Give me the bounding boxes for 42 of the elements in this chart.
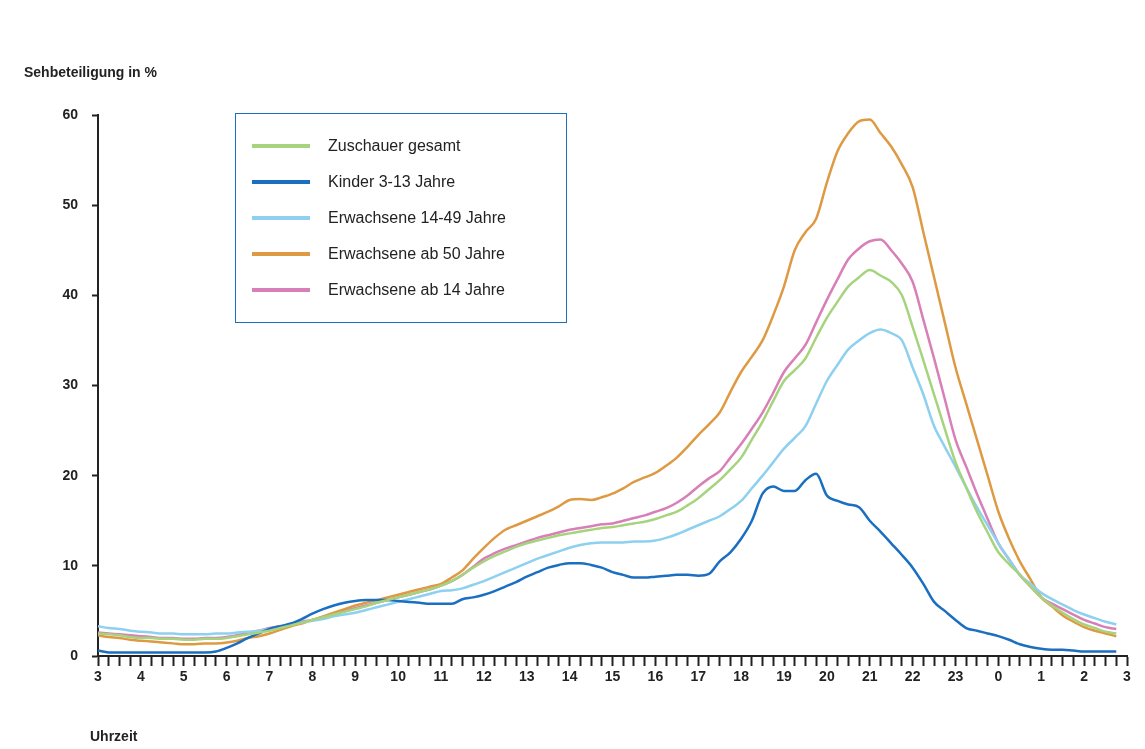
y-tick-label: 0	[70, 646, 79, 663]
x-tick-label: 6	[222, 668, 231, 685]
y-tick-label: 10	[62, 556, 79, 573]
x-tick-label: 21	[861, 668, 878, 685]
y-tick-label: 60	[62, 105, 79, 122]
legend-label: Kinder 3-13 Jahre	[328, 173, 456, 191]
x-tick-label: 22	[904, 668, 921, 685]
x-tick-label: 3	[1123, 668, 1132, 685]
legend-label: Erwachsene ab 14 Jahre	[328, 281, 505, 299]
x-tick-label: 10	[390, 668, 407, 685]
line-series	[96, 328, 1118, 636]
y-tick-label: 30	[62, 376, 79, 393]
x-tick-label: 16	[647, 668, 664, 685]
x-tick-label: 18	[733, 668, 750, 685]
x-axis-title: Uhrzeit	[90, 728, 138, 744]
x-tick-label: 8	[308, 668, 317, 685]
x-tick-label: 9	[351, 668, 360, 685]
x-tick-label: 7	[265, 668, 274, 685]
x-tick-label: 20	[819, 668, 835, 685]
x-tick-label: 11	[433, 668, 449, 685]
x-tick-label: 17	[690, 668, 707, 685]
x-tick-label: 0	[994, 668, 1003, 685]
x-tick-label: 1	[1037, 668, 1046, 685]
x-tick-label: 3	[94, 668, 103, 685]
x-tick-label: 13	[518, 668, 535, 685]
legend-label: Erwachsene 14-49 Jahre	[328, 209, 506, 227]
legend-label: Erwachsene ab 50 Jahre	[328, 245, 505, 263]
y-axis-title: Sehbeteiligung in %	[24, 64, 158, 80]
y-tick-label: 20	[62, 466, 79, 483]
line-series	[96, 472, 1118, 654]
x-tick-label: 2	[1080, 668, 1089, 685]
x-tick-label: 4	[136, 668, 145, 685]
x-tick-label: 5	[179, 668, 188, 685]
legend-label: Zuschauer gesamt	[328, 137, 461, 155]
x-tick-label: 12	[476, 668, 492, 685]
x-tick-label: 19	[776, 668, 792, 685]
y-tick-label: 50	[62, 196, 79, 213]
y-tick-label: 40	[62, 286, 79, 303]
x-tick-label: 14	[561, 668, 578, 685]
x-tick-label: 23	[947, 668, 964, 685]
x-tick-label: 15	[604, 668, 621, 685]
line-series	[96, 118, 1118, 646]
